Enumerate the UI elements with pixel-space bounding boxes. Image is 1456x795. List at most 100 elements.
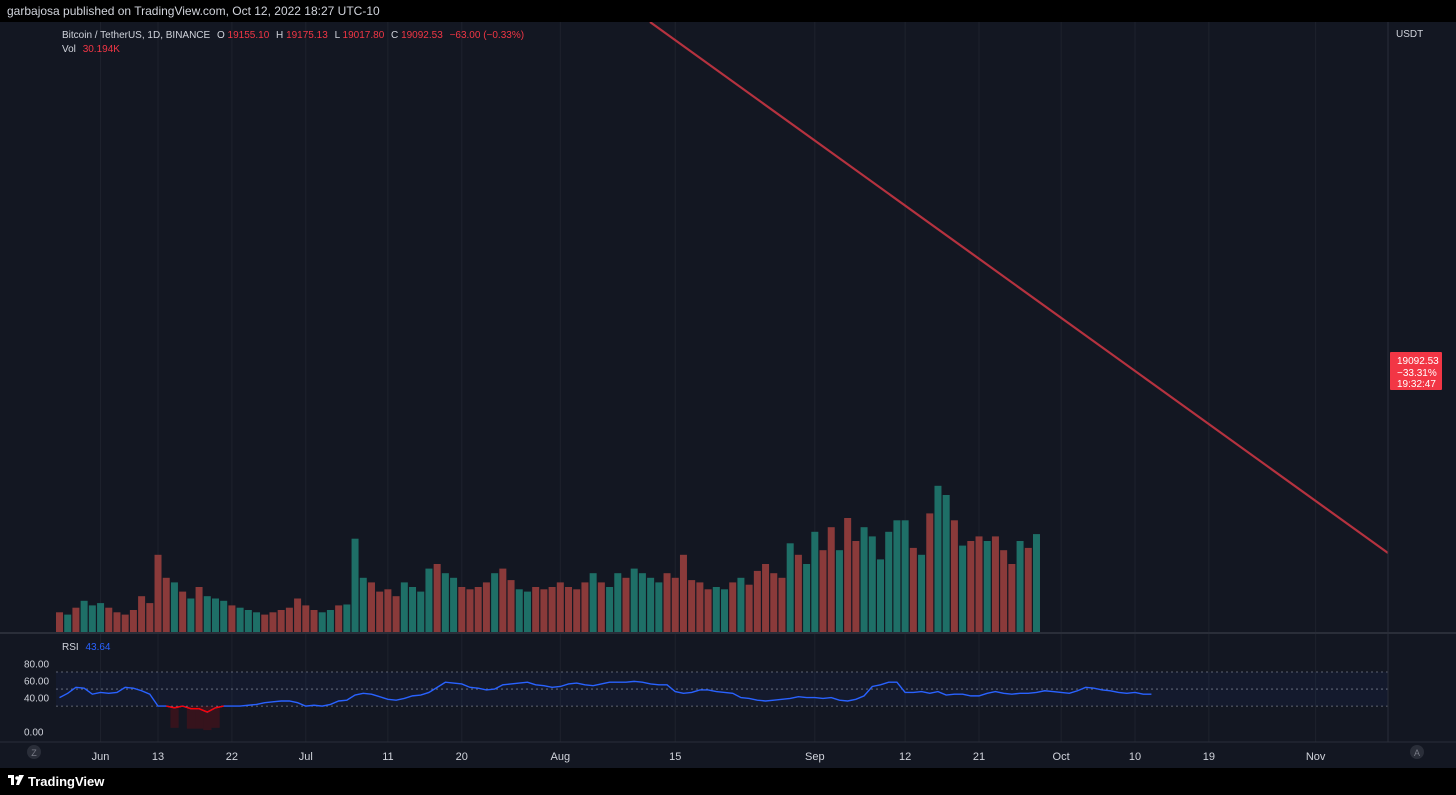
volume-bar [105, 607, 113, 633]
volume-bar [655, 582, 663, 633]
time-tick-label: Oct [1053, 751, 1070, 763]
volume-bar [679, 554, 687, 633]
volume-bar [187, 598, 195, 633]
volume-bar [614, 573, 622, 633]
trendline[interactable] [649, 22, 1389, 554]
volume-bar [384, 589, 392, 633]
time-tick-label: 15 [669, 751, 681, 763]
rsi-oversold-segment [198, 708, 208, 713]
auto-scale-button-label: A [1414, 748, 1420, 758]
volume-bar [770, 573, 778, 633]
volume-bar [203, 596, 211, 633]
rsi-band [56, 671, 1388, 707]
volume-bar [959, 545, 967, 633]
volume-legend: Vol 30.194K [62, 44, 120, 55]
volume-bar [64, 614, 72, 633]
volume-bar [80, 600, 88, 633]
legend-high: 19175.13 [286, 30, 328, 41]
volume-bar [803, 564, 811, 633]
legend-low: 19017.80 [343, 30, 385, 41]
volume-bar [745, 584, 753, 633]
volume-bar [786, 543, 794, 633]
volume-bar [310, 610, 318, 633]
footer-bar: TradingView [0, 768, 1456, 795]
time-tick-label: 11 [382, 751, 393, 763]
rsi-line [59, 680, 1152, 713]
legend-vol-label: Vol [62, 44, 76, 55]
volume-bar [852, 541, 860, 633]
volume-bar [909, 547, 917, 633]
volume-bar [515, 589, 523, 633]
legend-l-label: L [335, 30, 341, 41]
volume-bar [762, 564, 770, 633]
volume-bar [1000, 550, 1008, 633]
time-axis[interactable]: Jun 13 22 Jul 11 20 Aug 15 Sep 12 21 Oct 10 19 Nov [92, 751, 1326, 763]
volume-bar [885, 531, 893, 633]
time-tick-label: Jul [299, 751, 313, 763]
volume-bar [811, 531, 819, 633]
time-axis-left-button[interactable]: Z [27, 745, 41, 759]
volume-bar [819, 550, 827, 633]
volume-bar [860, 527, 868, 633]
time-axis-right-button[interactable]: A [1410, 745, 1424, 759]
volume-bar [918, 554, 926, 633]
volume-bar [253, 612, 261, 633]
volume-bar [195, 587, 203, 633]
volume-bar [712, 587, 720, 633]
legend-rsi-value: 43.64 [85, 642, 110, 653]
rsi-oversold-fill [211, 706, 220, 728]
volume-bar [835, 550, 843, 633]
rsi-legend: RSI 43.64 [62, 642, 111, 653]
volume-bar [704, 589, 712, 633]
volume-bar [934, 485, 942, 633]
volume-bar [1024, 547, 1032, 633]
rsi-oversold-segment [215, 705, 224, 709]
legend-c-label: C [391, 30, 398, 41]
time-tick-label: 21 [973, 751, 985, 763]
volume-bar [129, 610, 137, 633]
rsi-oversold-fill [195, 706, 204, 729]
volume-bar [302, 605, 310, 633]
volume-bar [844, 518, 852, 633]
volume-bar [1008, 564, 1016, 633]
volume-bar [211, 598, 219, 633]
candlestick-chart[interactable]: 27000.0026000.0025000.0024000.0023000.00… [0, 22, 1456, 768]
legend-change: −63.00 (−0.33%) [450, 30, 525, 41]
volume-bar [548, 587, 556, 633]
volume-bar [581, 582, 589, 633]
legend-close: 19092.53 [401, 30, 443, 41]
volume-bar [573, 589, 581, 633]
volume-bar [392, 596, 400, 633]
volume-bar [113, 612, 121, 633]
volume-bar [441, 573, 449, 633]
volume-bar [794, 554, 802, 633]
rsi-oversold-fill [203, 706, 212, 731]
volume-bar [359, 577, 367, 633]
volume-bar [179, 591, 187, 633]
publisher-text: garbajosa published on TradingView.com, … [7, 4, 380, 18]
time-tick-label: 22 [226, 751, 238, 763]
rsi-oversold-segment [174, 705, 183, 709]
volume-bar [926, 513, 934, 633]
tradingview-logo-icon [8, 775, 24, 785]
volume-bar [482, 582, 490, 633]
volume-bar [901, 520, 909, 633]
volume-bar [326, 610, 334, 633]
volume-bar [523, 591, 531, 633]
volume-bar [466, 589, 474, 633]
volume-bar [376, 591, 384, 633]
rsi-oversold-segment [206, 707, 216, 713]
volume-bar [88, 605, 96, 633]
volume-bar [737, 577, 745, 633]
volume-bar [351, 538, 359, 633]
legend-line: Bitcoin / TetherUS, 1D, BINANCE O 19155.… [62, 30, 524, 41]
volume-bar [622, 577, 630, 633]
footer-brand: TradingView [28, 774, 105, 789]
volume-bar [950, 520, 958, 633]
volume-bar [261, 614, 269, 633]
legend-symbol: Bitcoin / TetherUS, 1D, BINANCE [62, 30, 211, 41]
volume-bar [244, 610, 252, 633]
volume-bar [499, 568, 507, 633]
volume-bar [335, 605, 343, 633]
legend-o-label: O [217, 30, 225, 41]
